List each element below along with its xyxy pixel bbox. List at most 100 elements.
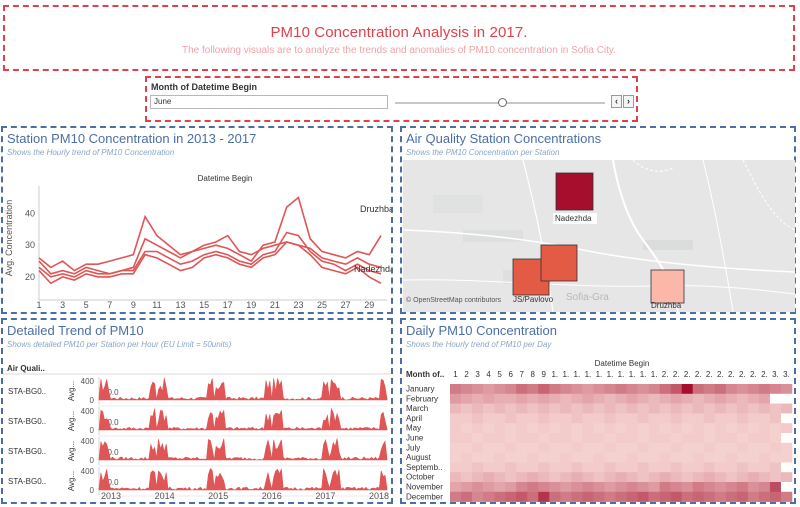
heatmap-cell[interactable] <box>626 413 638 424</box>
heatmap-cell[interactable] <box>461 384 473 395</box>
heatmap-cell[interactable] <box>461 423 473 434</box>
heatmap-cell[interactable] <box>549 393 561 404</box>
heatmap-cell[interactable] <box>626 472 638 483</box>
heatmap-cell[interactable] <box>560 433 572 444</box>
heatmap-cell[interactable] <box>604 433 616 444</box>
heatmap-cell[interactable] <box>758 442 771 453</box>
heatmap-cell[interactable] <box>461 403 473 414</box>
heatmap-cell[interactable] <box>637 472 649 483</box>
heatmap-cell[interactable] <box>472 384 484 395</box>
heatmap-cell[interactable] <box>681 462 694 473</box>
heatmap-cell[interactable] <box>483 462 495 473</box>
heatmap-cell[interactable] <box>725 482 738 493</box>
heatmap-cell[interactable] <box>714 462 727 473</box>
heatmap-cell[interactable] <box>582 472 594 483</box>
heatmap-cell[interactable] <box>538 413 550 424</box>
heatmap-cell[interactable] <box>725 393 738 404</box>
heatmap-cell[interactable] <box>681 482 694 493</box>
heatmap-cell[interactable] <box>670 433 682 444</box>
heatmap-cell[interactable] <box>450 413 462 424</box>
heatmap-cell[interactable] <box>560 393 572 404</box>
heatmap-cell[interactable] <box>615 442 627 453</box>
heatmap-cell[interactable] <box>769 423 782 434</box>
heatmap-cell[interactable] <box>571 462 583 473</box>
heatmap-cell[interactable] <box>659 472 671 483</box>
heatmap-cell[interactable] <box>494 472 506 483</box>
heatmap-cell[interactable] <box>703 423 716 434</box>
heatmap-cell[interactable] <box>758 384 771 395</box>
heatmap-cell[interactable] <box>615 482 627 493</box>
station-series-line[interactable] <box>38 196 382 275</box>
heatmap-cell[interactable] <box>626 433 638 444</box>
heatmap-cell[interactable] <box>769 442 782 453</box>
heatmap-cell[interactable] <box>472 491 484 502</box>
heatmap-cell[interactable] <box>659 384 671 395</box>
heatmap-cell[interactable] <box>538 462 550 473</box>
heatmap-cell[interactable] <box>571 384 583 395</box>
heatmap-cell[interactable] <box>780 384 793 395</box>
heatmap-cell[interactable] <box>725 462 738 473</box>
heatmap-cell[interactable] <box>604 403 616 414</box>
heatmap-cell[interactable] <box>703 393 716 404</box>
heatmap-cell[interactable] <box>637 442 649 453</box>
heatmap-cell[interactable] <box>703 482 716 493</box>
heatmap-cell[interactable] <box>659 413 671 424</box>
heatmap-cell[interactable] <box>714 423 727 434</box>
heatmap-cell[interactable] <box>692 482 705 493</box>
heatmap-cell[interactable] <box>450 423 462 434</box>
heatmap-cell[interactable] <box>516 482 528 493</box>
heatmap-cell[interactable] <box>670 423 682 434</box>
heatmap-cell[interactable] <box>604 491 616 502</box>
heatmap-cell[interactable] <box>659 452 671 463</box>
heatmap-cell[interactable] <box>626 393 638 404</box>
heatmap-cell[interactable] <box>538 384 550 395</box>
heatmap-cell[interactable] <box>648 423 660 434</box>
heatmap-cell[interactable] <box>461 452 473 463</box>
heatmap-cell[interactable] <box>714 384 727 395</box>
heatmap-cell[interactable] <box>527 491 539 502</box>
heatmap-cell[interactable] <box>516 384 528 395</box>
heatmap-cell[interactable] <box>736 472 749 483</box>
heatmap-cell[interactable] <box>736 403 749 414</box>
heatmap-cell[interactable] <box>450 491 462 502</box>
heatmap-cell[interactable] <box>692 403 705 414</box>
heatmap-cell[interactable] <box>505 413 517 424</box>
heatmap-cell[interactable] <box>549 403 561 414</box>
heatmap-cell[interactable] <box>681 413 694 424</box>
heatmap-cell[interactable] <box>560 384 572 395</box>
heatmap-cell[interactable] <box>659 491 671 502</box>
heatmap-cell[interactable] <box>725 433 738 444</box>
heatmap-cell[interactable] <box>593 423 605 434</box>
heatmap-cell[interactable] <box>648 482 660 493</box>
heatmap-cell[interactable] <box>450 393 462 404</box>
heatmap-cell[interactable] <box>516 452 528 463</box>
station-marker-nadezhda[interactable] <box>555 172 594 211</box>
heatmap-cell[interactable] <box>637 452 649 463</box>
heatmap-cell[interactable] <box>494 491 506 502</box>
heatmap-cell[interactable] <box>615 452 627 463</box>
heatmap-cell[interactable] <box>758 423 771 434</box>
heatmap-cell[interactable] <box>505 482 517 493</box>
heatmap-cell[interactable] <box>714 403 727 414</box>
heatmap-cell[interactable] <box>736 384 749 395</box>
heatmap-cell[interactable] <box>549 482 561 493</box>
heatmap-cell[interactable] <box>461 393 473 404</box>
heatmap-cell[interactable] <box>538 393 550 404</box>
heatmap-cell[interactable] <box>461 472 473 483</box>
heatmap-cell[interactable] <box>736 413 749 424</box>
heatmap-cell[interactable] <box>461 491 473 502</box>
heatmap-cell[interactable] <box>725 384 738 395</box>
heatmap-cell[interactable] <box>615 384 627 395</box>
heatmap-cell[interactable] <box>461 442 473 453</box>
heatmap-cell[interactable] <box>648 462 660 473</box>
heatmap-cell[interactable] <box>769 433 782 444</box>
heatmap-cell[interactable] <box>582 482 594 493</box>
heatmap-cell[interactable] <box>626 452 638 463</box>
heatmap-cell[interactable] <box>780 472 793 483</box>
heatmap-cell[interactable] <box>604 442 616 453</box>
heatmap-cell[interactable] <box>780 482 793 493</box>
heatmap-cell[interactable] <box>483 472 495 483</box>
heatmap-cell[interactable] <box>692 462 705 473</box>
heatmap-cell[interactable] <box>769 384 782 395</box>
heatmap-cell[interactable] <box>780 433 793 444</box>
